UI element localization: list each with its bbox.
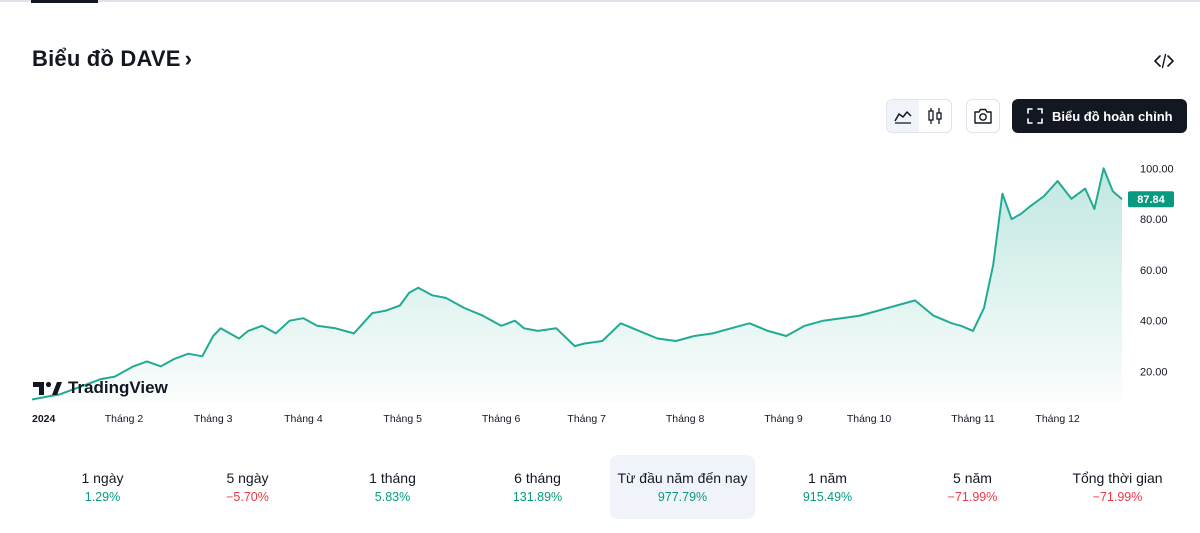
active-tab-indicator	[31, 0, 98, 3]
x-tick-label: Tháng 2	[105, 413, 144, 425]
chart-title-link[interactable]: Biểu đồ DAVE ›	[32, 46, 192, 72]
x-tick-label: Tháng 10	[847, 413, 892, 425]
chart-style-switcher	[886, 99, 952, 133]
stat-label: 6 tháng	[514, 470, 561, 486]
stat-period-4[interactable]: Từ đầu năm đến nay 977.79%	[610, 455, 755, 519]
x-tick-label: Tháng 4	[284, 413, 323, 425]
logo-text: TradingView	[68, 378, 168, 397]
stat-value: 915.49%	[802, 490, 853, 504]
full-chart-label: Biểu đồ hoàn chỉnh	[1052, 108, 1173, 124]
stat-label: 5 năm	[953, 470, 992, 486]
stat-value: −71.99%	[1092, 490, 1143, 504]
tradingview-logo[interactable]: TradingView	[32, 378, 168, 398]
stat-period-2[interactable]: 1 tháng 5.83%	[320, 455, 465, 519]
stat-label: Từ đầu năm đến nay	[617, 470, 748, 486]
y-tick-label: 20.00	[1140, 367, 1168, 379]
y-tick-label: 40.00	[1140, 316, 1168, 328]
snapshot-button[interactable]	[966, 99, 1000, 133]
stat-value: −5.70%	[226, 490, 269, 504]
x-tick-label: Tháng 6	[482, 413, 521, 425]
full-chart-button[interactable]: Biểu đồ hoàn chỉnh	[1012, 99, 1187, 133]
stat-label: 5 ngày	[226, 470, 269, 486]
camera-icon	[974, 108, 992, 124]
stat-label: Tổng thời gian	[1072, 470, 1163, 486]
last-price-label: 87.84	[1137, 194, 1165, 206]
tradingview-logo-icon	[33, 381, 62, 395]
stat-period-1[interactable]: 5 ngày −5.70%	[175, 455, 320, 519]
stat-label: 1 tháng	[369, 470, 416, 486]
price-chart[interactable]: 100.00 80.00 60.00 40.00 20.00 87.84 2024 Thán…	[0, 140, 1200, 440]
chevron-right-icon: ›	[184, 46, 193, 71]
series-line	[31, 167, 1123, 401]
embed-code-button[interactable]	[1150, 50, 1178, 72]
stat-value: 977.79%	[657, 490, 708, 504]
chart-toolbar: Biểu đồ hoàn chỉnh	[886, 99, 1187, 133]
x-tick-label: Tháng 11	[951, 413, 995, 425]
stat-label: 1 năm	[808, 470, 847, 486]
last-price-tag	[1128, 191, 1174, 208]
area-chart-icon	[894, 111, 912, 124]
stat-label: 1 ngày	[81, 470, 124, 486]
x-tick-label: Tháng 9	[764, 413, 803, 425]
y-tick-label: 100.00	[1140, 163, 1174, 175]
performance-stats: 1 ngày 1.29% 5 ngày −5.70% 1 tháng 5.83% 6 thá…	[30, 455, 1190, 519]
stat-value: 5.83%	[374, 490, 411, 504]
stat-value: 131.89%	[512, 490, 563, 504]
stat-period-3[interactable]: 6 tháng 131.89%	[465, 455, 610, 519]
x-tick-label: Tháng 8	[666, 413, 705, 425]
page-title: Biểu đồ DAVE	[32, 46, 181, 71]
stat-value: −71.99%	[947, 490, 998, 504]
candlestick-chart-button[interactable]	[919, 100, 951, 132]
y-tick-label: 80.00	[1140, 214, 1168, 226]
x-tick-label: Tháng 3	[194, 413, 233, 425]
series-area-fill	[32, 168, 1122, 402]
code-icon	[1154, 53, 1174, 69]
x-tick-label: Tháng 5	[383, 413, 422, 425]
x-tick-label: 2024	[32, 413, 56, 425]
x-tick-label: Tháng 12	[1035, 413, 1080, 425]
area-chart-button[interactable]	[887, 100, 919, 132]
stat-period-0[interactable]: 1 ngày 1.29%	[30, 455, 175, 519]
candlestick-icon	[928, 108, 942, 124]
stat-period-7[interactable]: Tổng thời gian −71.99%	[1045, 455, 1190, 519]
stat-period-5[interactable]: 1 năm 915.49%	[755, 455, 900, 519]
top-border	[0, 0, 1200, 2]
fullscreen-icon	[1027, 108, 1043, 124]
y-tick-label: 60.00	[1140, 265, 1168, 277]
price-chart-svg[interactable]: 100.00 80.00 60.00 40.00 20.00 87.84 2024 Thán…	[0, 140, 1200, 440]
stat-period-6[interactable]: 5 năm −71.99%	[900, 455, 1045, 519]
stat-value: 1.29%	[84, 490, 121, 504]
x-tick-label: Tháng 7	[567, 413, 606, 425]
